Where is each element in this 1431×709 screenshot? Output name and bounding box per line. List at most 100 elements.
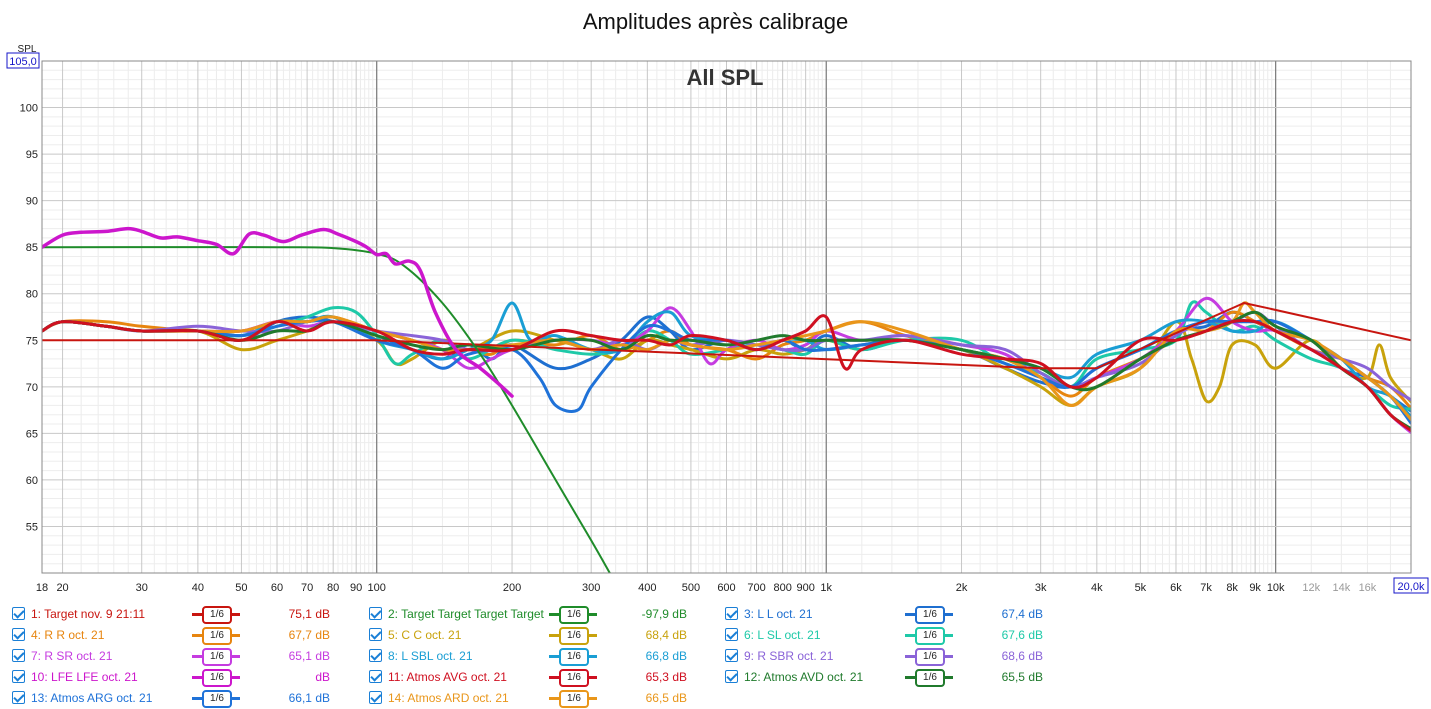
x-tick-label: 7k bbox=[1200, 582, 1212, 594]
y-tick-label: 100 bbox=[20, 103, 38, 115]
smoothing-button[interactable]: 1/6 bbox=[192, 668, 240, 687]
smoothing-button[interactable]: 1/6 bbox=[549, 668, 597, 687]
legend-checkbox[interactable] bbox=[369, 649, 382, 662]
series-line-2[interactable] bbox=[42, 246, 611, 573]
smoothing-label: 1/6 bbox=[915, 606, 945, 624]
legend-checkbox[interactable] bbox=[12, 607, 25, 620]
legend-name: 4: R R oct. 21 bbox=[31, 628, 105, 642]
smoothing-button[interactable]: 1/6 bbox=[905, 605, 953, 624]
legend-item[interactable]: 12: Atmos AVD oct. 21 1/6 65,5 dB bbox=[725, 668, 1050, 687]
legend-name: 13: Atmos ARG oct. 21 bbox=[31, 691, 153, 705]
smoothing-button[interactable]: 1/6 bbox=[549, 605, 597, 624]
smoothing-button[interactable]: 1/6 bbox=[905, 647, 953, 666]
y-tick-label: 55 bbox=[26, 521, 38, 533]
legend-value: 75,1 dB bbox=[288, 607, 330, 621]
x-tick-label: 200 bbox=[503, 582, 521, 594]
legend-name: 7: R SR oct. 21 bbox=[31, 649, 113, 663]
legend-checkbox[interactable] bbox=[12, 649, 25, 662]
x-tick-label: 3k bbox=[1035, 582, 1047, 594]
x-tick-label: 2k bbox=[956, 582, 968, 594]
legend-value: 68,4 dB bbox=[645, 628, 687, 642]
legend-checkbox[interactable] bbox=[369, 691, 382, 704]
smoothing-button[interactable]: 1/6 bbox=[549, 626, 597, 645]
x-axis-ticks: 18 20 30 40 50 60 70 80 90 100 200 300 400 500 600 700 8… bbox=[36, 582, 1377, 594]
legend-value: dB bbox=[315, 670, 330, 684]
x-tick-label: 90 bbox=[350, 582, 362, 594]
legend-item[interactable]: 10: LFE LFE oct. 21 1/6 dB bbox=[12, 668, 337, 687]
legend-name: 10: LFE LFE oct. 21 bbox=[31, 670, 138, 684]
x-right-box[interactable]: 20,0k bbox=[1393, 577, 1429, 594]
legend-name: 8: L SBL oct. 21 bbox=[388, 649, 473, 663]
legend-checkbox[interactable] bbox=[369, 670, 382, 683]
x-tick-label: 70 bbox=[301, 582, 313, 594]
smoothing-label: 1/6 bbox=[202, 648, 232, 666]
x-tick-label: 16k bbox=[1359, 582, 1377, 594]
legend-value: 66,5 dB bbox=[645, 691, 687, 705]
grid-major bbox=[42, 60, 1411, 574]
smoothing-label: 1/6 bbox=[559, 606, 589, 624]
legend-item[interactable]: 6: L SL oct. 21 1/6 67,6 dB bbox=[725, 626, 1050, 645]
legend-value: 68,6 dB bbox=[1001, 649, 1043, 663]
x-tick-label: 5k bbox=[1135, 582, 1147, 594]
x-tick-label: 10k bbox=[1267, 582, 1285, 594]
series-line-11[interactable] bbox=[42, 314, 1411, 433]
x-tick-label: 50 bbox=[235, 582, 247, 594]
legend-item[interactable]: 7: R SR oct. 21 1/6 65,1 dB bbox=[12, 647, 337, 666]
legend-value: 67,6 dB bbox=[1001, 628, 1043, 642]
smoothing-label: 1/6 bbox=[915, 648, 945, 666]
x-tick-label: 60 bbox=[271, 582, 283, 594]
legend-item[interactable]: 3: L L oct. 21 1/6 67,4 dB bbox=[725, 605, 1050, 624]
smoothing-label: 1/6 bbox=[559, 627, 589, 645]
plot-area[interactable]: 55 60 65 70 75 80 85 90 95 100 18 20 30 40 50 60 70 80 90… bbox=[0, 0, 1431, 600]
legend-item[interactable]: 11: Atmos AVG oct. 21 1/6 65,3 dB bbox=[369, 668, 694, 687]
legend-value: 65,1 dB bbox=[288, 649, 330, 663]
y-axis-ticks: 55 60 65 70 75 80 85 90 95 100 bbox=[20, 103, 38, 534]
series-layer bbox=[42, 226, 1411, 573]
x-tick-label: 1k bbox=[820, 582, 832, 594]
legend-checkbox[interactable] bbox=[369, 607, 382, 620]
legend-checkbox[interactable] bbox=[12, 628, 25, 641]
legend-item[interactable]: 9: R SBR oct. 21 1/6 68,6 dB bbox=[725, 647, 1050, 666]
legend-item[interactable]: 2: Target Target Target Target 1 1/6 -97,9… bbox=[369, 605, 694, 624]
legend-checkbox[interactable] bbox=[369, 628, 382, 641]
smoothing-button[interactable]: 1/6 bbox=[905, 668, 953, 687]
legend-checkbox[interactable] bbox=[725, 649, 738, 662]
smoothing-button[interactable]: 1/6 bbox=[192, 647, 240, 666]
x-tick-label: 4k bbox=[1091, 582, 1103, 594]
smoothing-button[interactable]: 1/6 bbox=[192, 689, 240, 708]
smoothing-button[interactable]: 1/6 bbox=[192, 605, 240, 624]
x-tick-label: 8k bbox=[1226, 582, 1238, 594]
y-tick-label: 65 bbox=[26, 428, 38, 440]
legend-item[interactable]: 5: C C oct. 21 1/6 68,4 dB bbox=[369, 626, 694, 645]
y-tick-label: 85 bbox=[26, 242, 38, 254]
legend-item[interactable]: 8: L SBL oct. 21 1/6 66,8 dB bbox=[369, 647, 694, 666]
legend-name: 9: R SBR oct. 21 bbox=[744, 649, 834, 663]
legend-checkbox[interactable] bbox=[12, 670, 25, 683]
legend-item[interactable]: 13: Atmos ARG oct. 21 1/6 66,1 dB bbox=[12, 689, 337, 708]
x-tick-label: 14k bbox=[1333, 582, 1351, 594]
legend-checkbox[interactable] bbox=[725, 628, 738, 641]
legend-checkbox[interactable] bbox=[12, 691, 25, 704]
legend-item[interactable]: 1: Target nov. 9 21:11 1/6 75,1 dB bbox=[12, 605, 337, 624]
x-tick-label: 900 bbox=[796, 582, 814, 594]
x-tick-label: 40 bbox=[192, 582, 204, 594]
y-tick-label: 75 bbox=[26, 335, 38, 347]
legend-item[interactable]: 14: Atmos ARD oct. 21 1/6 66,5 dB bbox=[369, 689, 694, 708]
x-tick-label: 700 bbox=[747, 582, 765, 594]
smoothing-button[interactable]: 1/6 bbox=[905, 626, 953, 645]
smoothing-button[interactable]: 1/6 bbox=[192, 626, 240, 645]
series-line-1[interactable] bbox=[42, 302, 1411, 370]
x-right-label: 20,0k bbox=[1398, 581, 1425, 593]
smoothing-label: 1/6 bbox=[915, 669, 945, 687]
y-top-box[interactable]: 105,0 bbox=[6, 52, 40, 69]
series-line-10[interactable] bbox=[42, 226, 514, 398]
legend-checkbox[interactable] bbox=[725, 670, 738, 683]
legend-item[interactable]: 4: R R oct. 21 1/6 67,7 dB bbox=[12, 626, 337, 645]
x-tick-label: 600 bbox=[717, 582, 735, 594]
x-tick-label: 100 bbox=[368, 582, 386, 594]
smoothing-button[interactable]: 1/6 bbox=[549, 689, 597, 708]
y-top-label: 105,0 bbox=[9, 56, 37, 68]
x-tick-label: 500 bbox=[682, 582, 700, 594]
legend-checkbox[interactable] bbox=[725, 607, 738, 620]
smoothing-button[interactable]: 1/6 bbox=[549, 647, 597, 666]
